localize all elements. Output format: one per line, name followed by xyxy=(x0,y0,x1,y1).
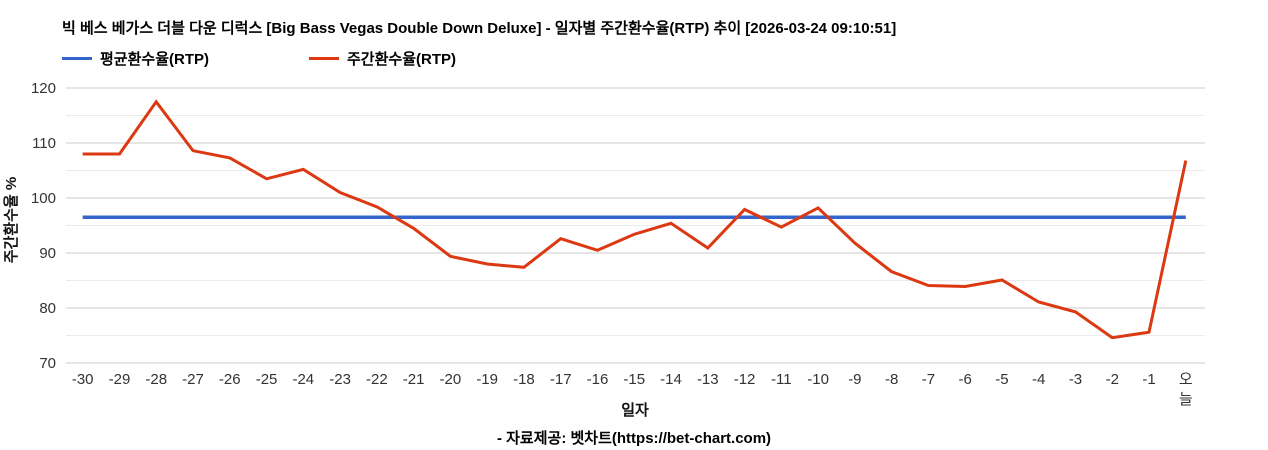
x-tick-label: -9 xyxy=(848,371,861,388)
x-tick-label: -4 xyxy=(1032,371,1045,388)
x-tick-label: -11 xyxy=(771,371,792,388)
x-tick-label: -12 xyxy=(734,371,756,388)
x-tick-label: -15 xyxy=(623,371,645,388)
x-tick-label: -16 xyxy=(587,371,609,388)
x-tick-label: -5 xyxy=(995,371,1008,388)
weekly-rtp-line xyxy=(82,99,1188,340)
x-tick-label: -25 xyxy=(256,371,278,388)
y-tick-label: 100 xyxy=(31,190,56,207)
x-tick-label: -27 xyxy=(182,371,204,388)
x-tick-label: -22 xyxy=(366,371,388,388)
x-axis-title: 일자 xyxy=(621,402,649,419)
chart-legend: 평균환수율(RTP) 주간환수율(RTP) xyxy=(62,48,456,69)
x-tick-label: -29 xyxy=(109,371,131,388)
legend-label-weekly-rtp: 주간환수율(RTP) xyxy=(347,51,456,68)
y-tick-label: 110 xyxy=(32,135,56,152)
x-tick-label: -14 xyxy=(660,371,682,388)
x-tick-label: -21 xyxy=(403,371,425,388)
x-tick-label: -3 xyxy=(1069,371,1082,388)
x-tick-label: -30 xyxy=(72,371,94,388)
x-tick-label: -23 xyxy=(329,371,351,388)
x-tick-label: -13 xyxy=(697,371,719,388)
legend-label-average-rtp: 평균환수율(RTP) xyxy=(100,51,209,68)
data-source-credit: - 자료제공: 벳차트(https://bet-chart.com) xyxy=(496,430,772,447)
y-tick-label: 80 xyxy=(39,300,56,317)
x-tick-label: -20 xyxy=(440,371,462,388)
x-tick-label: -1 xyxy=(1142,371,1155,388)
x-tick-label: -24 xyxy=(292,371,314,388)
y-axis-title: 주간환수율 % xyxy=(2,177,20,264)
x-tick-label: -7 xyxy=(922,371,935,388)
legend-swatch-average-rtp xyxy=(62,57,92,60)
x-tick-label: -6 xyxy=(959,371,972,388)
x-tick-label: -28 xyxy=(145,371,167,388)
x-tick-label: -18 xyxy=(513,371,535,388)
chart-title: 빅 베스 베가스 더블 다운 디럭스 [Big Bass Vegas Doubl… xyxy=(62,20,897,37)
x-tick-label: -17 xyxy=(550,371,572,388)
x-tick-label: -10 xyxy=(807,371,829,388)
x-tick-label: -2 xyxy=(1106,371,1119,388)
x-tick-label: -19 xyxy=(476,371,498,388)
y-tick-label: 70 xyxy=(39,355,56,372)
legend-item-weekly-rtp: 주간환수율(RTP) xyxy=(309,48,456,69)
y-tick-label: 90 xyxy=(39,245,56,262)
x-tick-label: -26 xyxy=(219,371,241,388)
x-tick-label: -8 xyxy=(885,371,898,388)
y-tick-label: 120 xyxy=(31,80,56,97)
legend-swatch-weekly-rtp xyxy=(309,57,339,60)
legend-item-average-rtp: 평균환수율(RTP) xyxy=(62,48,209,69)
